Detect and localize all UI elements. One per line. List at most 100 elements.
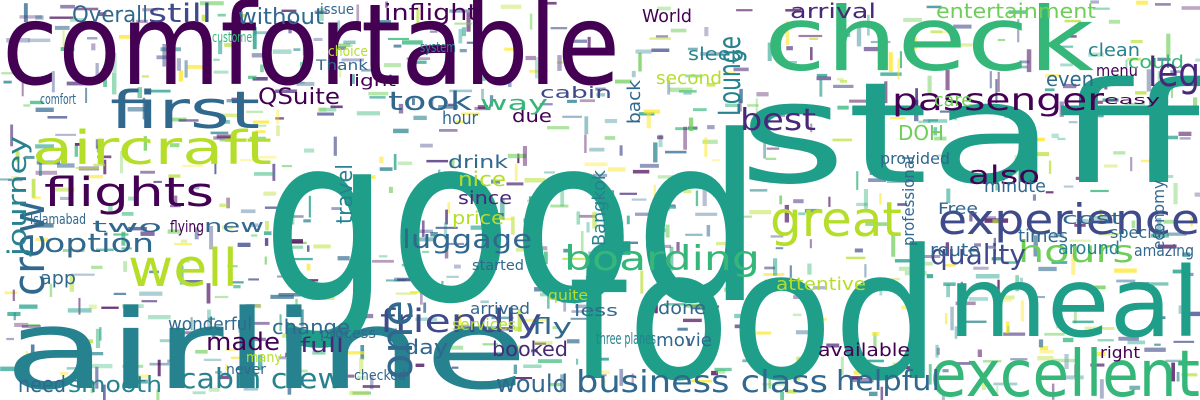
filler-mark xyxy=(579,214,595,218)
filler-mark xyxy=(563,296,567,312)
filler-mark xyxy=(688,117,694,131)
filler-mark xyxy=(74,145,78,157)
filler-mark xyxy=(293,271,297,286)
filler-mark xyxy=(1091,352,1106,357)
filler-mark xyxy=(180,239,188,243)
filler-mark xyxy=(810,123,813,133)
filler-mark xyxy=(587,36,591,52)
filler-mark xyxy=(832,138,852,142)
filler-mark xyxy=(914,99,919,122)
filler-mark xyxy=(439,129,458,132)
filler-mark xyxy=(178,119,199,122)
filler-mark xyxy=(798,212,806,216)
filler-mark xyxy=(563,248,572,253)
filler-mark xyxy=(995,79,998,103)
word-services: services xyxy=(452,315,516,334)
filler-mark xyxy=(25,380,33,383)
filler-mark xyxy=(1074,364,1079,377)
filler-mark xyxy=(473,193,484,197)
word-high: quite xyxy=(548,288,588,304)
filler-mark xyxy=(539,103,553,106)
filler-mark xyxy=(35,223,54,228)
word-experience: experience xyxy=(938,195,1200,244)
filler-mark xyxy=(446,275,459,278)
filler-mark xyxy=(523,364,542,368)
filler-mark xyxy=(1074,223,1086,227)
filler-mark xyxy=(385,1,388,8)
filler-mark xyxy=(656,205,676,209)
filler-mark xyxy=(206,283,211,304)
word-luggage: luggage xyxy=(402,225,532,255)
filler-mark xyxy=(182,164,204,167)
filler-mark xyxy=(576,358,579,365)
filler-mark xyxy=(562,257,585,260)
filler-mark xyxy=(677,327,688,331)
filler-mark xyxy=(21,72,24,97)
filler-mark xyxy=(595,370,610,374)
filler-mark xyxy=(626,215,630,225)
filler-mark xyxy=(1157,218,1162,235)
filler-mark xyxy=(897,58,900,80)
word-easy: issue xyxy=(320,2,354,18)
filler-mark xyxy=(702,185,707,207)
filler-mark xyxy=(992,219,1001,224)
filler-mark xyxy=(415,317,438,321)
filler-mark xyxy=(779,195,783,205)
filler-mark xyxy=(1113,151,1126,155)
filler-mark xyxy=(137,87,142,99)
filler-mark xyxy=(977,349,982,357)
filler-mark xyxy=(556,61,565,64)
filler-mark xyxy=(141,75,149,78)
filler-mark xyxy=(337,256,350,261)
filler-mark xyxy=(504,47,523,51)
filler-mark xyxy=(1014,65,1028,69)
word-thank: choice xyxy=(328,44,368,60)
filler-mark xyxy=(253,31,273,35)
filler-mark xyxy=(1076,219,1088,223)
word-back: back xyxy=(624,79,645,124)
filler-mark xyxy=(159,339,181,343)
filler-mark xyxy=(653,184,656,204)
word-even: even xyxy=(1046,67,1094,91)
filler-mark xyxy=(986,216,996,220)
word-full: full xyxy=(300,333,344,357)
filler-mark xyxy=(23,3,28,22)
filler-mark xyxy=(6,38,30,43)
filler-mark xyxy=(635,212,659,216)
filler-mark xyxy=(736,9,753,12)
filler-mark xyxy=(869,391,878,397)
filler-mark xyxy=(686,303,707,308)
filler-mark xyxy=(85,87,88,103)
filler-mark xyxy=(49,283,53,297)
filler-mark xyxy=(123,261,127,272)
filler-mark xyxy=(69,274,75,292)
filler-mark xyxy=(458,28,463,44)
filler-mark xyxy=(276,109,280,124)
word-price: price xyxy=(452,208,504,229)
filler-mark xyxy=(217,375,230,380)
filler-mark xyxy=(79,352,104,356)
word-times: times xyxy=(1018,226,1068,247)
filler-mark xyxy=(687,47,698,51)
filler-mark xyxy=(926,5,942,9)
filler-mark xyxy=(501,217,513,221)
filler-mark xyxy=(87,37,98,40)
filler-mark xyxy=(225,364,228,371)
filler-mark xyxy=(763,134,766,159)
filler-mark xyxy=(38,154,42,176)
filler-mark xyxy=(153,180,162,183)
filler-mark xyxy=(632,169,650,174)
filler-mark xyxy=(839,25,843,44)
filler-mark xyxy=(7,311,21,316)
filler-mark xyxy=(253,321,270,325)
filler-mark xyxy=(675,127,698,131)
filler-mark xyxy=(880,386,884,400)
filler-mark xyxy=(398,103,404,114)
filler-mark xyxy=(343,40,356,45)
filler-mark xyxy=(24,155,35,159)
filler-mark xyxy=(937,154,947,157)
filler-mark xyxy=(658,134,663,148)
filler-mark xyxy=(103,384,106,400)
